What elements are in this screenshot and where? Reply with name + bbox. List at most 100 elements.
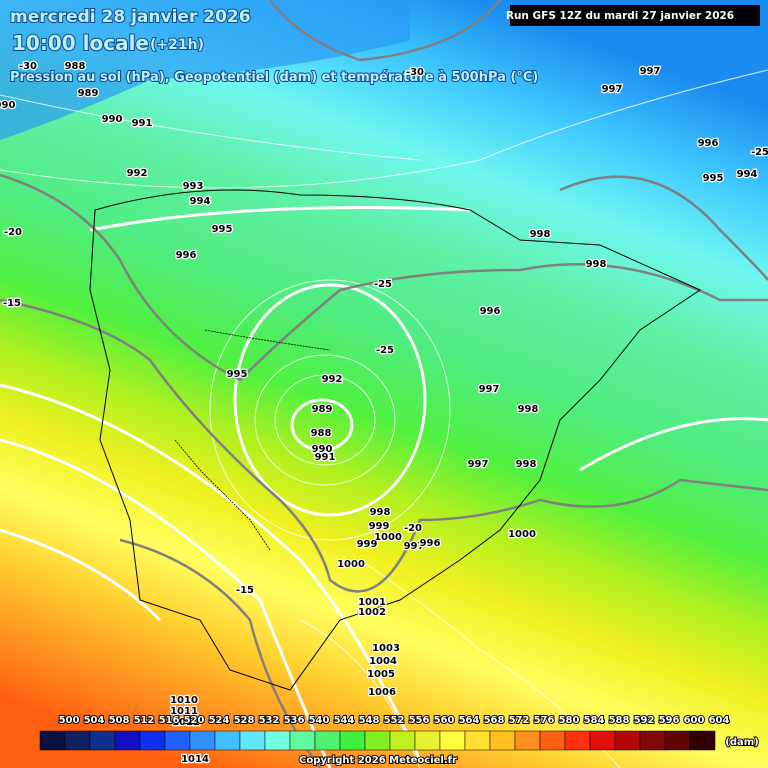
colorbar-cell	[264, 730, 291, 751]
time: 10:00 locale	[12, 31, 149, 55]
colorbar-label: 584	[584, 715, 605, 726]
pressure-label: 996	[698, 138, 719, 149]
colorbar-cell	[89, 730, 116, 751]
pressure-label: 997	[640, 66, 661, 77]
pressure-label: 996	[420, 538, 441, 549]
pressure-label: 992	[322, 374, 343, 385]
colorbar-label: 604	[709, 715, 730, 726]
temperature-label: -20	[4, 227, 22, 238]
pressure-label: 1000	[374, 532, 402, 543]
pressure-label: 998	[516, 459, 537, 470]
temperature-label: -25	[751, 147, 768, 158]
colorbar-cell	[189, 730, 216, 751]
colorbar-label: 580	[559, 715, 580, 726]
temperature-label: -20	[404, 523, 422, 534]
colorbar-cell	[164, 730, 191, 751]
pressure-label: 999	[369, 521, 390, 532]
colorbar-label: 552	[384, 715, 405, 726]
colorbar-label: 596	[659, 715, 680, 726]
pressure-label: 991	[132, 118, 153, 129]
pressure-label: 1011	[170, 706, 198, 717]
copyright: Copyright 2026 Meteociel.fr	[299, 755, 457, 766]
colorbar-cell	[464, 730, 491, 751]
run-box	[510, 5, 760, 26]
colorbar-label: 536	[284, 715, 305, 726]
pressure-label: 989	[312, 404, 333, 415]
pressure-label: 1012	[172, 717, 200, 728]
run-info: Run GFS 12Z du mardi 27 janvier 2026	[506, 10, 734, 22]
pressure-label: 995	[703, 173, 724, 184]
pressure-label: 997	[479, 384, 500, 395]
colorbar-label: 600	[684, 715, 705, 726]
pressure-label: 998	[586, 259, 607, 270]
pressure-label: 998	[518, 404, 539, 415]
pressure-label: 993	[183, 181, 204, 192]
pressure-label: 997	[404, 541, 425, 552]
colorbar-cell	[414, 730, 441, 751]
pressure-label: 997	[468, 459, 489, 470]
colorbar-label: 504	[84, 715, 105, 726]
colorbar-cell	[564, 730, 591, 751]
pressure-label: 998	[370, 507, 391, 518]
temperature-label: -15	[3, 298, 21, 309]
pressure-label: 1000	[337, 559, 365, 570]
pressure-label: 988	[311, 428, 332, 439]
pressure-label: 998	[530, 229, 551, 240]
colorbar-label: 532	[259, 715, 280, 726]
pressure-label: 990	[0, 100, 15, 111]
pressure-label: 1000	[508, 529, 536, 540]
colorbar-cell	[439, 730, 466, 751]
colorbar-label: 572	[509, 715, 530, 726]
colorbar-cell	[314, 730, 341, 751]
pressure-label: 992	[127, 168, 148, 179]
pressure-label: 1014	[181, 754, 209, 765]
pressure-label: 994	[737, 169, 758, 180]
geopotential-lines	[0, 206, 768, 768]
colorbar-cell	[239, 730, 266, 751]
colorbar-label: 544	[334, 715, 355, 726]
pressure-label: 991	[315, 452, 336, 463]
pressure-label: 995	[227, 369, 248, 380]
colorbar-label: 508	[109, 715, 130, 726]
colorbar-cell	[539, 730, 566, 751]
colorbar-cell	[39, 730, 66, 751]
colorbar-label: 564	[459, 715, 480, 726]
temperature-label: -30	[19, 61, 37, 72]
lead-time: (+21h)	[150, 37, 204, 53]
colorbar-label: 556	[409, 715, 430, 726]
temperature-label: -15	[236, 585, 254, 596]
pressure-label: 1005	[367, 669, 395, 680]
colorbar-cell	[689, 730, 716, 751]
colorbar-cell	[514, 730, 541, 751]
borders	[174, 329, 331, 551]
colorbar-cell	[139, 730, 166, 751]
pressure-label: 1010	[170, 695, 198, 706]
temperature-label: -25	[376, 345, 394, 356]
colorbar-label: 528	[234, 715, 255, 726]
colorbar-label: 500	[59, 715, 80, 726]
pressure-label: 989	[78, 88, 99, 99]
pressure-label: 999	[357, 539, 378, 550]
colorbar-cell	[614, 730, 641, 751]
colorbar-label: 540	[309, 715, 330, 726]
colorbar-cell	[664, 730, 691, 751]
pressure-label: 1004	[369, 656, 397, 667]
pressure-label: 997	[602, 84, 623, 95]
colorbar-cell	[64, 730, 91, 751]
colorbar-label: 560	[434, 715, 455, 726]
pressure-label: 994	[190, 196, 211, 207]
pressure-label: 1001	[358, 597, 386, 608]
colorbar-cell	[589, 730, 616, 751]
temperature-label: -30	[406, 67, 424, 78]
pressure-label: 1002	[358, 607, 386, 618]
colorbar-label: 568	[484, 715, 505, 726]
pressure-label: 995	[212, 224, 233, 235]
colorbar-label: 588	[609, 715, 630, 726]
colorbar-cell	[339, 730, 366, 751]
colorbar-label: 548	[359, 715, 380, 726]
colorbar-cell	[289, 730, 316, 751]
colorbar-label: 520	[184, 715, 205, 726]
pressure-label: 996	[176, 250, 197, 261]
coastline	[89, 189, 702, 691]
